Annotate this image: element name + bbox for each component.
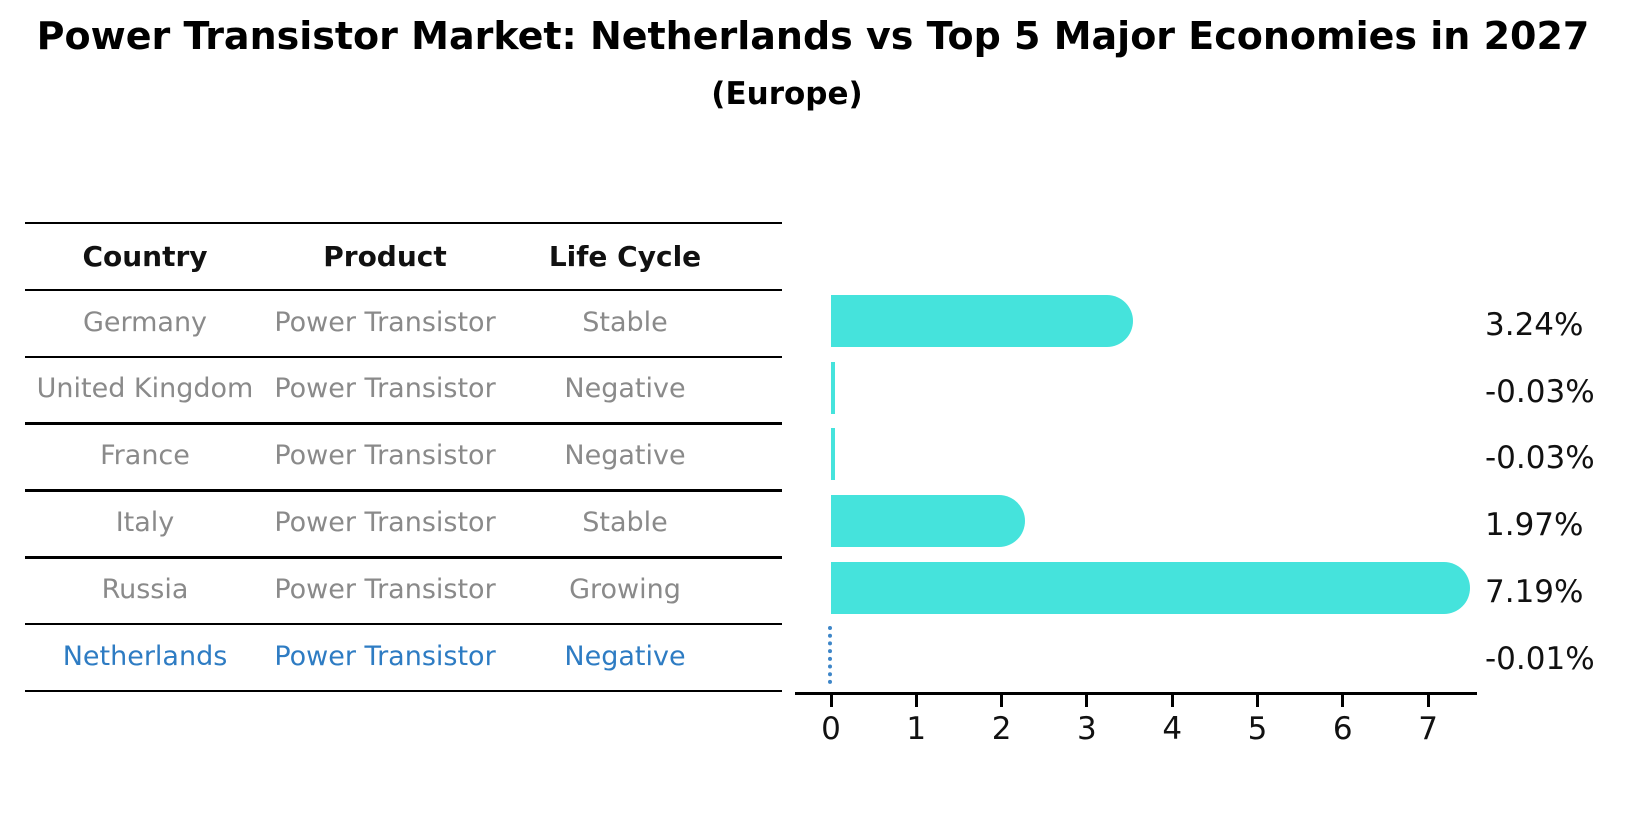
- table-header-row: Country Product Life Cycle: [25, 224, 745, 289]
- country-table: Country Product Life Cycle Germany Power…: [25, 222, 782, 693]
- x-axis-tick-label: 5: [1247, 711, 1268, 747]
- table-row-divider: [25, 622, 782, 626]
- table-row-russia: Russia Power Transistor Growing: [25, 556, 745, 623]
- column-header-country: Country: [82, 239, 208, 273]
- value-label-italy: 1.97%: [1485, 507, 1584, 544]
- value-label-russia: 7.19%: [1485, 573, 1584, 610]
- x-axis-tick-mark: [1426, 693, 1430, 707]
- table-row-divider: [25, 288, 782, 292]
- value-label-united-kingdom: -0.03%: [1485, 373, 1595, 410]
- x-axis-tick-mark: [1085, 693, 1089, 707]
- cell-life-cycle: Growing: [569, 573, 681, 605]
- cell-country: United Kingdom: [36, 373, 254, 405]
- bar-russia: [831, 561, 1471, 614]
- bar-germany: [831, 294, 1134, 347]
- cell-product: Power Transistor: [274, 306, 496, 338]
- cell-product: Power Transistor: [274, 573, 496, 605]
- value-label-france: -0.03%: [1485, 440, 1595, 477]
- chart-subtitle: (Europe): [711, 76, 863, 112]
- x-axis-line: [795, 691, 1477, 695]
- table-row-divider: [25, 489, 782, 492]
- value-label-germany: 3.24%: [1485, 306, 1584, 343]
- cell-life-cycle: Stable: [582, 507, 668, 539]
- cell-country: Russia: [101, 573, 189, 605]
- cell-product: Power Transistor: [274, 373, 496, 405]
- table-row-divider: [25, 422, 782, 425]
- cell-life-cycle: Stable: [582, 306, 668, 338]
- x-axis-tick-label: 3: [1077, 711, 1097, 747]
- x-axis-tick-label: 6: [1332, 711, 1353, 747]
- table-row-divider: [25, 689, 782, 693]
- table-row-united-kingdom: United Kingdom Power Transistor Negative: [25, 356, 745, 423]
- x-axis-tick-mark: [1170, 693, 1174, 707]
- cell-product: Power Transistor: [274, 440, 496, 472]
- column-header-product: Product: [323, 239, 447, 273]
- x-axis-tick-mark: [1000, 693, 1004, 707]
- cell-product: Power Transistor: [274, 507, 496, 539]
- x-axis-tick-mark: [1256, 693, 1259, 707]
- bar-united-kingdom: [831, 361, 835, 414]
- x-axis-tick-label: 7: [1418, 711, 1438, 747]
- cell-life-cycle: Negative: [564, 373, 686, 405]
- table-row-divider: [25, 355, 782, 359]
- x-axis-tick-mark: [829, 693, 833, 707]
- cell-life-cycle: Negative: [564, 640, 686, 672]
- cell-country: Germany: [82, 306, 208, 338]
- bar-italy: [831, 495, 1026, 548]
- x-axis-tick-mark: [914, 693, 918, 707]
- x-axis-tick-mark: [1341, 693, 1345, 707]
- x-axis-tick-label: 0: [821, 711, 841, 747]
- value-label-netherlands: -0.01%: [1485, 640, 1595, 677]
- table-row-italy: Italy Power Transistor Stable: [25, 489, 745, 556]
- bar-france: [831, 428, 835, 481]
- column-header-life-cycle: Life Cycle: [548, 239, 702, 273]
- table-row-france: France Power Transistor Negative: [25, 422, 745, 489]
- cell-country: Italy: [115, 507, 175, 539]
- cell-country: France: [100, 440, 190, 472]
- cell-product: Power Transistor: [274, 640, 496, 672]
- cell-life-cycle: Negative: [564, 440, 686, 472]
- table-row-divider: [25, 556, 782, 559]
- cell-country: Netherlands: [62, 640, 228, 672]
- x-axis-tick-label: 2: [991, 711, 1012, 747]
- table-row-germany: Germany Power Transistor Stable: [25, 289, 745, 356]
- highlight-marker-netherlands: [828, 625, 832, 684]
- chart-title: Power Transistor Market: Netherlands vs …: [36, 14, 1590, 58]
- x-axis-tick-label: 4: [1162, 711, 1183, 747]
- x-axis-tick-label: 1: [906, 711, 927, 747]
- table-body: Germany Power Transistor Stable United K…: [25, 289, 782, 690]
- table-row-netherlands: Netherlands Power Transistor Negative: [25, 623, 745, 690]
